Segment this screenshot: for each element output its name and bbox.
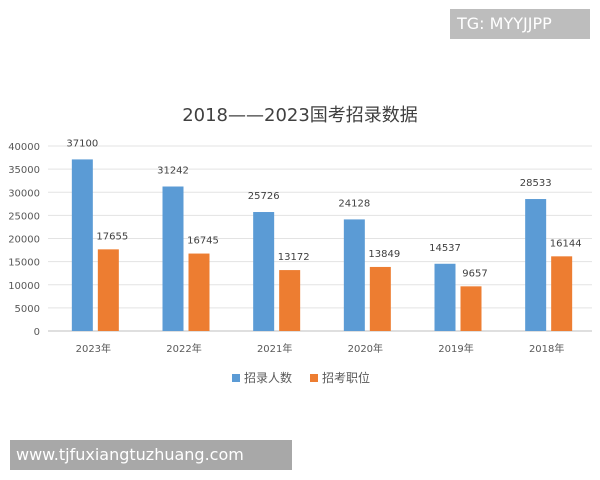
y-tick-label: 40000	[8, 142, 40, 153]
data-label: 9657	[462, 268, 487, 279]
bar	[188, 253, 210, 331]
data-label: 37100	[66, 138, 98, 149]
data-label: 28533	[520, 178, 552, 189]
x-tick-label: 2019年	[438, 342, 473, 355]
legend-swatch	[232, 374, 240, 382]
data-label: 16144	[550, 238, 582, 249]
y-tick-label: 20000	[8, 235, 40, 246]
y-tick-label: 15000	[8, 258, 40, 269]
bar	[525, 199, 547, 331]
bar	[434, 263, 456, 331]
y-tick-label: 10000	[8, 281, 40, 292]
data-label: 13849	[368, 249, 400, 260]
legend-swatch	[310, 374, 318, 382]
y-tick-label: 0	[34, 327, 40, 338]
y-tick-label: 5000	[15, 304, 40, 315]
x-tick-label: 2022年	[166, 342, 201, 355]
y-tick-label: 25000	[8, 211, 40, 222]
x-tick-label: 2018年	[529, 342, 564, 355]
legend: 招录人数 招考职位	[232, 370, 370, 385]
data-label: 16745	[187, 236, 219, 247]
bar	[369, 266, 391, 331]
bar	[551, 256, 573, 331]
data-labels: 37100 17655 31242 16745 25726 13172 24128 13849…	[66, 138, 581, 279]
legend-label: 招录人数	[244, 370, 292, 385]
y-tick-label: 35000	[8, 165, 40, 176]
gridlines	[48, 145, 592, 332]
bar	[71, 159, 93, 331]
x-axis: 2023年 2022年 2021年 2020年 2019年 2018年	[76, 342, 565, 355]
bar	[97, 249, 119, 331]
data-label: 17655	[96, 231, 128, 242]
data-label: 24128	[338, 198, 370, 209]
y-tick-label: 30000	[8, 188, 40, 199]
chart-title: 2018——2023国考招录数据	[182, 105, 418, 126]
watermark-tg: TG: MYYJJPP	[450, 9, 590, 39]
x-tick-label: 2023年	[76, 342, 111, 355]
bar	[460, 286, 482, 331]
bar	[162, 186, 184, 331]
watermark-url: www.tjfuxiangtuzhuang.com	[10, 440, 292, 470]
bars	[71, 159, 573, 331]
x-tick-label: 2020年	[348, 342, 383, 355]
data-label: 13172	[278, 252, 310, 263]
y-axis: 0 5000 10000 15000 20000 25000 30000 35000 40000	[8, 142, 40, 338]
legend-label: 招考职位	[322, 370, 370, 385]
data-label: 14537	[429, 243, 461, 254]
bar	[343, 219, 365, 331]
bar	[279, 270, 301, 331]
data-label: 31242	[157, 166, 189, 177]
x-tick-label: 2021年	[257, 342, 292, 355]
data-label: 25726	[248, 191, 280, 202]
bar	[253, 212, 275, 331]
